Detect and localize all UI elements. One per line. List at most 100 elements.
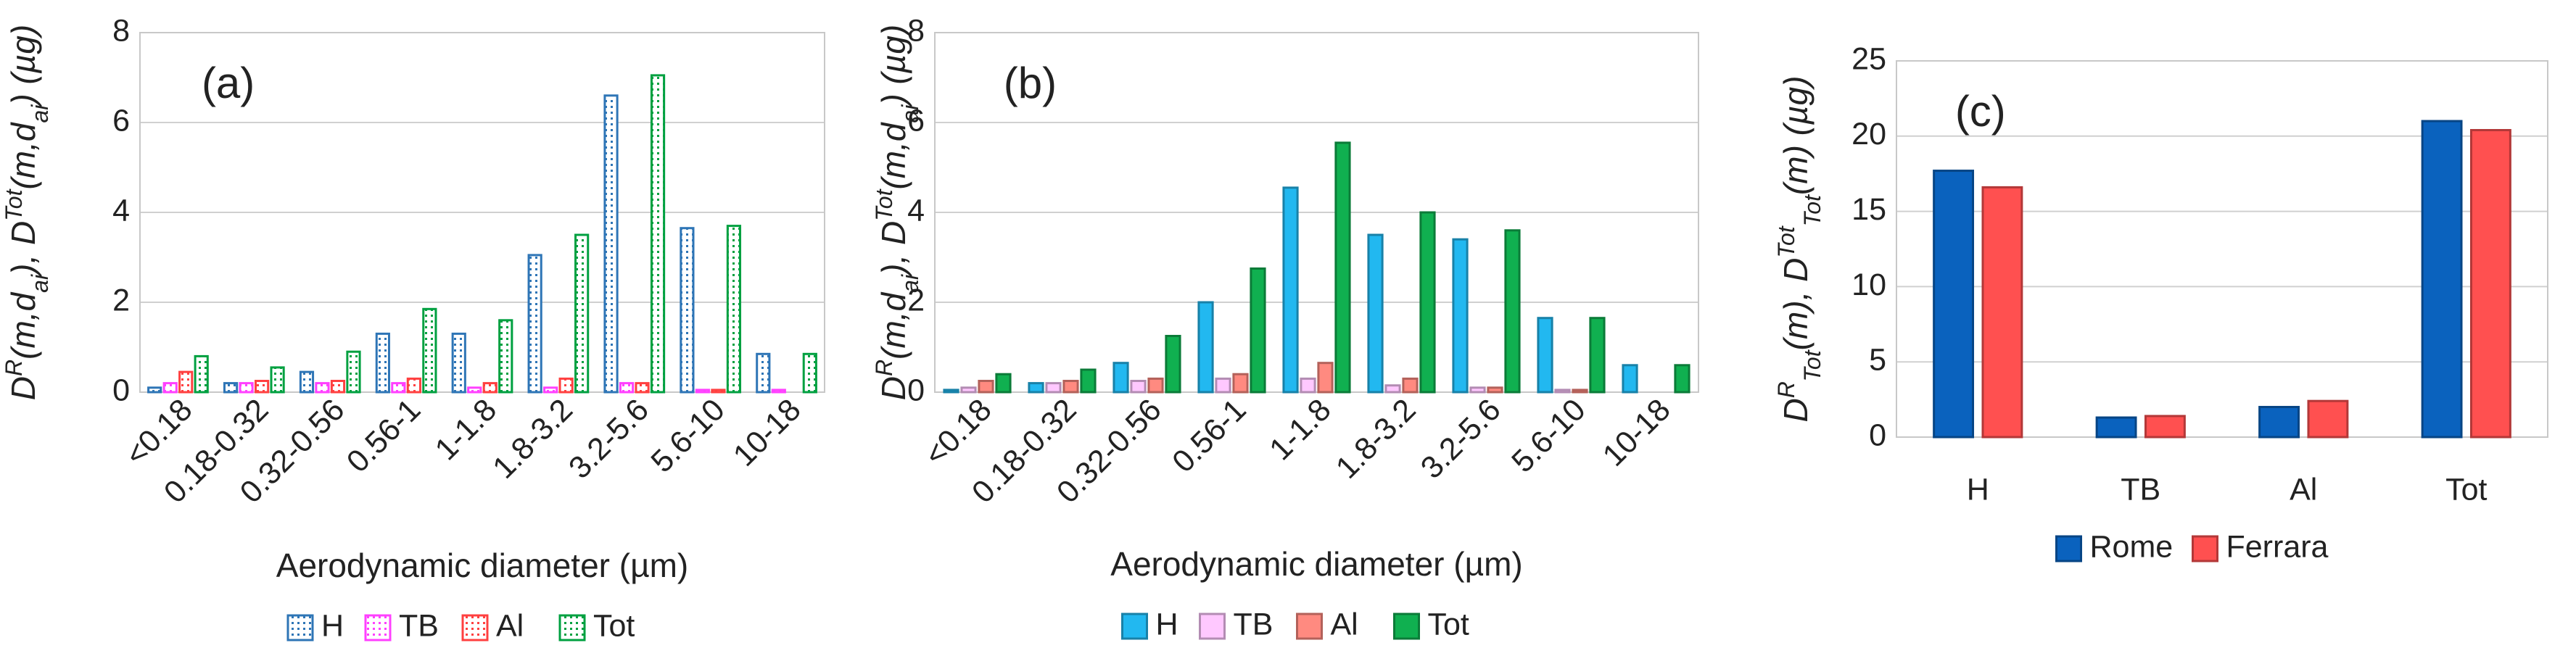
legend-label: Al	[496, 608, 524, 643]
y-axis-title-part: (m) (µg)	[1777, 76, 1815, 195]
bar	[2307, 399, 2349, 439]
bar	[650, 74, 666, 394]
y-axis-title-part: ), D	[875, 221, 912, 278]
bar	[1419, 211, 1436, 394]
bar	[346, 350, 361, 394]
y-tick-label: 20	[1852, 117, 1886, 151]
panel-label: (b)	[1004, 59, 1057, 107]
bar	[2095, 416, 2137, 439]
legend-swatch	[1121, 613, 1148, 640]
bar	[223, 382, 239, 394]
y-tick-label: 4	[112, 193, 130, 228]
bar	[995, 373, 1012, 394]
y-axis-title: DRTot(m), DTotTot(m) (µg)	[1773, 76, 1825, 423]
x-tick-label: 5.6-10	[645, 392, 732, 479]
y-axis-title: DR(m,dai), DTot(m,dai) (µg)	[871, 25, 923, 400]
bar	[299, 370, 315, 394]
plot-frame	[1896, 60, 2548, 438]
y-axis-title-part: D	[875, 376, 912, 400]
legend-swatch	[1393, 613, 1420, 640]
bar	[960, 386, 977, 394]
y-tick-label: 6	[907, 103, 925, 138]
y-axis-title-part: Tot	[1799, 349, 1825, 381]
bar	[1487, 386, 1503, 394]
bar	[1080, 368, 1097, 394]
bar	[619, 382, 635, 394]
bar	[1165, 335, 1181, 394]
y-tick-label: 5	[1869, 343, 1886, 378]
y-tick-label: 4	[907, 193, 925, 228]
y-axis-title-part: R	[871, 360, 897, 376]
legend-swatch	[1296, 613, 1323, 640]
y-tick-label: 0	[907, 373, 925, 407]
y-axis-title-part: ai	[897, 104, 923, 123]
bar	[315, 382, 330, 394]
legend-label: Rome	[2090, 529, 2174, 564]
legend-label: TB	[399, 608, 439, 643]
bar	[1130, 380, 1147, 394]
bar	[194, 354, 209, 394]
legend-label: H	[1156, 607, 1178, 642]
y-axis-title-part: (m,d	[875, 122, 912, 189]
y-axis-title-part: Tot	[1799, 194, 1825, 226]
y-tick-label: 0	[1869, 418, 1886, 452]
bar	[1045, 382, 1062, 394]
y-axis-title-part: ai	[897, 274, 923, 293]
plot-frame	[139, 32, 825, 393]
y-axis-title-part: D	[4, 376, 42, 400]
bar	[406, 377, 421, 394]
bar	[680, 227, 695, 394]
y-tick-label: 2	[907, 283, 925, 317]
y-tick-label: 2	[112, 283, 130, 317]
x-axis-title: Aerodynamic diameter (µm)	[276, 547, 688, 584]
y-axis-title-part: Tot	[871, 188, 897, 220]
bar	[498, 319, 513, 394]
x-tick-label: 1.8-3.2	[1329, 392, 1423, 486]
bar	[635, 382, 650, 394]
x-tick-label: H	[1967, 472, 1989, 507]
y-axis-title-part: ), D	[4, 221, 42, 278]
bar	[270, 366, 285, 394]
bar	[2258, 405, 2300, 439]
plot-frame	[934, 32, 1699, 393]
x-tick-label: 1.8-3.2	[486, 392, 579, 486]
legend-swatch	[286, 614, 314, 642]
bar	[1317, 362, 1334, 394]
y-axis-title-part: R	[1, 360, 27, 376]
y-axis-title: DR(m,dai), DTot(m,dai) (µg)	[1, 25, 53, 400]
y-axis-title-part: Tot	[1, 188, 27, 220]
legend-swatch	[1199, 613, 1226, 640]
bar	[1572, 389, 1588, 394]
bar	[1674, 364, 1690, 394]
legend-label: H	[321, 608, 344, 643]
bar	[451, 332, 466, 394]
legend-swatch	[461, 614, 489, 642]
bar	[771, 389, 786, 394]
bar	[1981, 186, 2023, 439]
bar	[1197, 301, 1214, 394]
bar	[1452, 238, 1469, 394]
bar	[978, 380, 994, 394]
bar	[375, 332, 390, 394]
y-axis-title-part: (m,d	[875, 291, 912, 359]
bar	[1028, 382, 1044, 394]
y-tick-label: 6	[112, 103, 130, 138]
y-tick-label: 8	[112, 13, 130, 48]
bar	[558, 377, 574, 394]
y-tick-label: 25	[1852, 41, 1886, 76]
bar	[756, 352, 771, 394]
x-tick-label: TB	[2121, 472, 2160, 507]
bar	[1554, 389, 1571, 394]
legend-label: Al	[1331, 607, 1358, 642]
legend-label: Tot	[593, 608, 635, 643]
y-axis-title-part: D	[1777, 398, 1815, 422]
bar	[330, 380, 346, 394]
bar	[543, 386, 558, 394]
bar	[711, 389, 726, 394]
bar	[1215, 377, 1231, 394]
bar	[1062, 380, 1079, 394]
x-tick-label: 0.56-1	[340, 392, 427, 479]
bar	[1147, 377, 1164, 394]
y-axis-title-part: Tot	[1773, 225, 1799, 257]
